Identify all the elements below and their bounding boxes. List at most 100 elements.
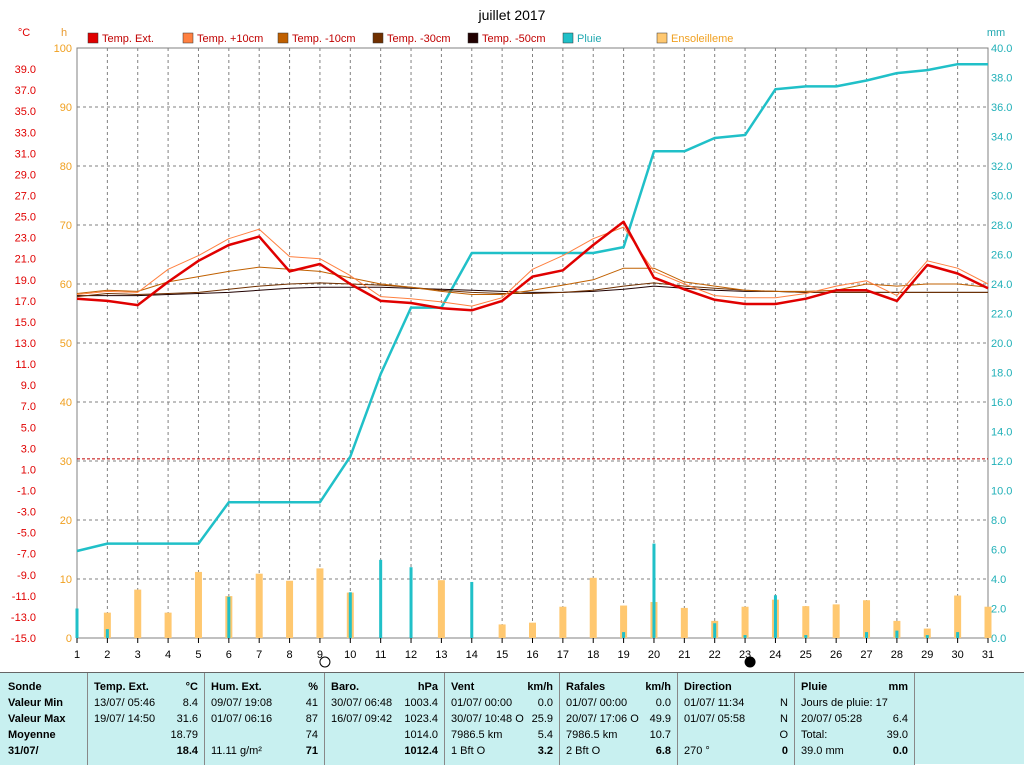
sunshine-bar [832, 604, 840, 638]
axis-ticks: 1 2 3 4 5 6 7 8 9 10 11 12 13 14 15 16 17 18 19 20 21 22 23 24 2… [11, 43, 1013, 661]
left-axis-tick-label: 17.0 [15, 296, 36, 308]
stats-cell-value: 0.0 [892, 745, 908, 757]
mid-axis-tick-label: 40 [60, 397, 72, 409]
left-axis-tick-label: -11.0 [12, 591, 36, 603]
daily-rain-bar [379, 559, 383, 638]
stats-cell-label: 2 Bft O [566, 745, 601, 757]
daily-rain-bar [652, 543, 656, 638]
stats-cell-value: 31.6 [176, 713, 198, 725]
stats-cell-label: 20/07/ 05:28 [801, 713, 863, 725]
right-axis-tick-label: 20.0 [991, 338, 1012, 350]
x-tick-label: 13 [435, 649, 447, 661]
x-tick-label: 15 [496, 649, 508, 661]
sunshine-bar [194, 571, 202, 638]
stats-column-title: Vent [451, 681, 475, 693]
sunshine-bar [164, 612, 172, 638]
stats-cell-label: 30/07/ 10:48 O [451, 713, 524, 725]
daily-rain-bar [804, 635, 808, 638]
stats-cell-value: 1014.0 [404, 729, 438, 741]
left-axis-tick-label: -13.0 [11, 612, 36, 624]
stats-cell-label: 7986.5 km [566, 729, 618, 741]
sunshine-bar [923, 628, 931, 638]
stats-column-unit: % [308, 681, 318, 693]
mid-axis-tick-label: 30 [60, 456, 72, 468]
stats-cell-value: 18.79 [170, 729, 198, 741]
left-axis-tick-label: 1.0 [21, 464, 36, 476]
sunshine-bar [134, 589, 142, 638]
stats-cell-value: 8.4 [182, 697, 198, 709]
stats-cell-value: N [780, 697, 788, 709]
x-tick-label: 9 [317, 649, 323, 661]
grid [77, 48, 988, 638]
left-axis-unit: °C [18, 27, 30, 39]
legend-label: Temp. +10cm [197, 33, 263, 45]
sunshine-bar [559, 606, 567, 638]
mid-axis-tick-label: 100 [54, 43, 72, 55]
legend-swatch [372, 32, 384, 44]
left-axis-tick-label: 3.0 [21, 443, 36, 455]
left-axis-tick-label: 23.0 [15, 233, 36, 245]
sunshine-bar [286, 580, 294, 638]
right-axis-tick-label: 22.0 [991, 309, 1012, 321]
x-tick-label: 20 [648, 649, 660, 661]
left-axis-tick-label: -9.0 [17, 570, 36, 582]
stats-cell-value: 3.2 [537, 745, 553, 757]
series-line [76, 226, 989, 307]
stats-cell-label: 39.0 mm [801, 745, 844, 757]
new-moon-icon [744, 656, 756, 668]
stats-cell-label: Jours de pluie: 17 [801, 697, 888, 709]
right-axis-tick-label: 38.0 [991, 73, 1012, 85]
sunshine-bar [498, 624, 506, 638]
mid-axis-unit: h [61, 27, 67, 39]
stats-column-title: Temp. Ext. [94, 681, 149, 693]
stats-column: Temp. Ext. °C 13/07/ 05:46 8.4 19/07/ 14:50 3… [88, 673, 205, 765]
sunshine-bar [620, 605, 628, 638]
legend-swatch [182, 32, 194, 44]
x-tick-label: 31 [982, 649, 994, 661]
stats-cell-value: 87 [305, 713, 318, 725]
stats-row-labels: Sonde Valeur Min Valeur Max Moyenne 31/0… [0, 673, 88, 765]
stats-cell-value: 0 [781, 745, 788, 757]
left-axis-tick-label: 9.0 [21, 380, 36, 392]
series-line [76, 220, 989, 312]
x-tick-label: 1 [74, 649, 80, 661]
right-axis-tick-label: 14.0 [991, 427, 1012, 439]
stats-column-title: Baro. [331, 681, 360, 693]
stats-cell-label: 7986.5 km [451, 729, 503, 741]
stats-column-unit: km/h [527, 681, 553, 693]
left-axis-tick-label: 39.0 [15, 64, 36, 76]
x-tick-label: 12 [405, 649, 417, 661]
stats-cell-value: 5.4 [537, 729, 553, 741]
sunshine-bar [680, 607, 688, 638]
stats-cell-value: 0.0 [655, 697, 671, 709]
sunshine-bar [984, 606, 992, 638]
stats-column: Vent km/h 01/07/ 00:00 0.0 30/07/ 10:48 O 25.… [445, 673, 560, 765]
left-axis-tick-label: 37.0 [15, 85, 36, 97]
daily-rain-bar [865, 632, 869, 638]
row-label-sonde: Sonde [8, 681, 42, 693]
stats-cell-label: 20/07/ 17:06 O [566, 713, 639, 725]
row-label-date: 31/07/ [8, 745, 39, 757]
stats-cell-label: 01/07/ 00:00 [451, 697, 513, 709]
stats-column: Direction 01/07/ 11:34 N 01/07/ 05:58 N O 270 … [678, 673, 795, 765]
x-tick-label: 26 [830, 649, 842, 661]
stats-column-title: Rafales [566, 681, 606, 693]
left-axis-tick-label: 31.0 [15, 148, 36, 160]
left-axis-tick-label: 25.0 [15, 212, 36, 224]
stats-cell-label: 1 Bft O [451, 745, 486, 757]
mid-axis-tick-label: 70 [60, 220, 72, 232]
stats-panel: Sonde Valeur Min Valeur Max Moyenne 31/0… [0, 672, 1024, 765]
full-moon-icon [319, 656, 331, 668]
daily-rain-bar [470, 581, 474, 638]
daily-rain-bar [743, 635, 747, 638]
stats-cell-value: 10.7 [649, 729, 671, 741]
stats-column: Hum. Ext.% 09/07/ 19:08 41 01/07/ 06:16 87 74… [205, 673, 325, 765]
stats-cell-value: 41 [305, 697, 318, 709]
x-tick-label: 17 [557, 649, 569, 661]
stats-cell-value: 1023.4 [404, 713, 438, 725]
legend-label: Temp. -30cm [387, 33, 451, 45]
stats-cell-value: 71 [305, 745, 318, 757]
stats-column-title: Hum. Ext. [211, 681, 262, 693]
daily-rain-bar [713, 623, 717, 638]
weather-chart: juillet 2017 °C h mm 1 2 3 4 5 6 7 8 9 10 11 12 13 14… [11, 7, 1013, 668]
